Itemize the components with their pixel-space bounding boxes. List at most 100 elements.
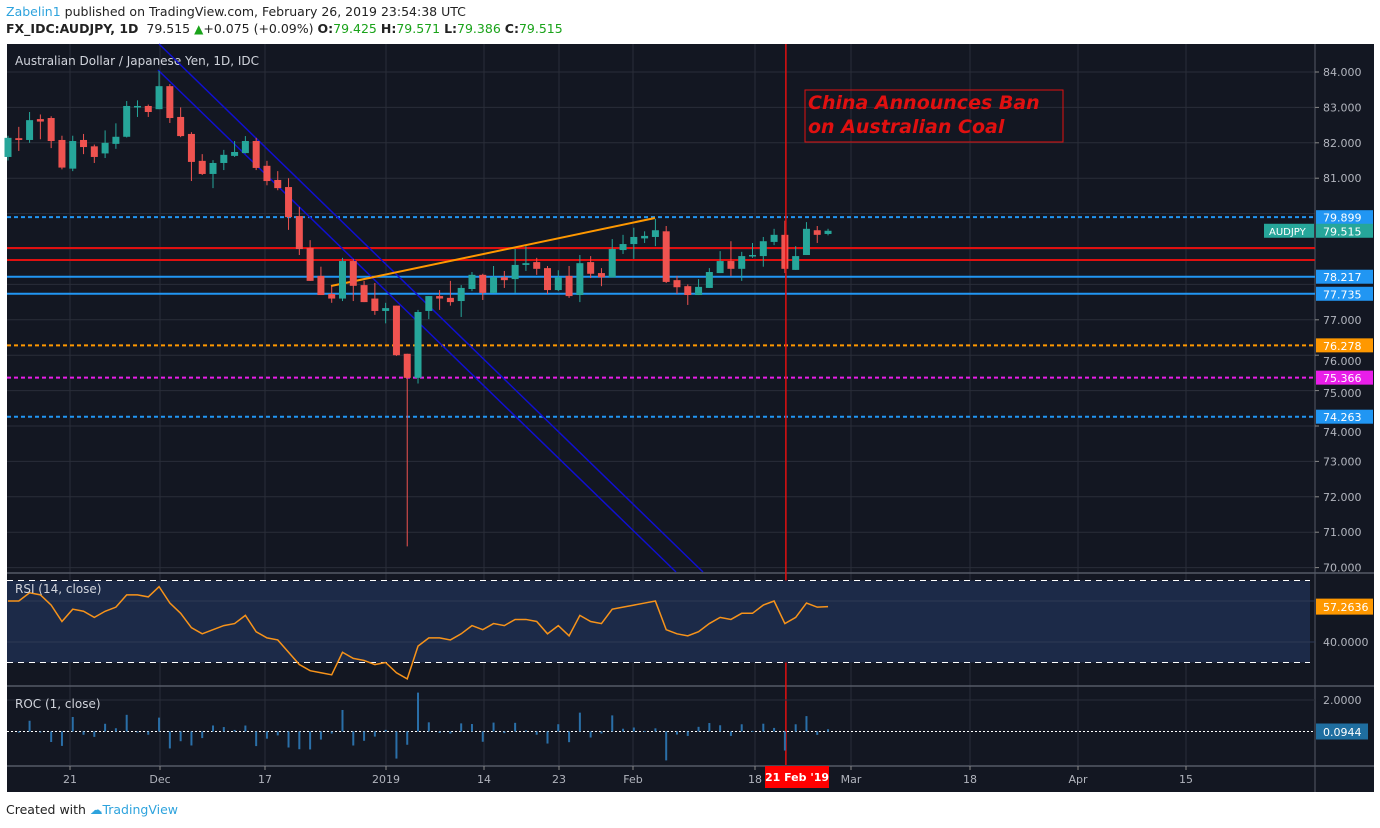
- candle: [554, 270, 562, 292]
- price-axis-label: 81.000: [1323, 172, 1362, 185]
- roc-bar: [125, 714, 128, 732]
- roc-bar: [514, 722, 517, 732]
- roc-bar: [158, 717, 161, 732]
- author-link[interactable]: Zabelin1: [6, 4, 61, 19]
- roc-bar: [168, 731, 171, 749]
- roc-bar: [352, 731, 355, 746]
- roc-bar: [773, 727, 776, 732]
- candle-body: [26, 120, 34, 140]
- roc-title: ROC (1, close): [15, 697, 101, 711]
- candle: [662, 225, 670, 283]
- candle-body: [781, 234, 789, 269]
- candle: [479, 273, 487, 300]
- roc-bar: [309, 731, 312, 750]
- roc-bar: [201, 731, 204, 739]
- time-axis-label: 23: [552, 773, 566, 786]
- candle: [738, 251, 746, 281]
- candle: [705, 268, 713, 288]
- candle-body: [738, 256, 746, 269]
- price-change: +0.075 (+0.09%): [203, 21, 314, 36]
- candle: [15, 126, 23, 151]
- footer: Created with ☁TradingView: [6, 802, 178, 817]
- candle-body: [673, 280, 681, 288]
- candle: [58, 135, 66, 170]
- triangle-up-icon: ▲: [194, 22, 204, 36]
- candle-body: [90, 146, 98, 157]
- roc-bar: [114, 728, 117, 732]
- candle: [576, 255, 584, 303]
- candle: [177, 107, 185, 138]
- time-axis-label: 18: [963, 773, 977, 786]
- candle-body: [274, 179, 282, 189]
- candle: [781, 220, 789, 274]
- roc-bar: [438, 731, 441, 733]
- candle-body: [651, 230, 659, 237]
- price-axis-label: 73.000: [1323, 455, 1362, 468]
- candle: [490, 265, 498, 293]
- roc-bar: [794, 724, 797, 732]
- candle-body: [36, 119, 44, 122]
- candle: [792, 246, 800, 270]
- candle: [123, 101, 131, 138]
- candle: [392, 305, 400, 356]
- roc-bar: [589, 731, 592, 738]
- roc-bar: [665, 731, 668, 761]
- level-price-label: 76.278: [1323, 340, 1362, 353]
- candle-body: [187, 133, 195, 162]
- candle: [90, 144, 98, 163]
- roc-bar: [470, 724, 473, 732]
- candle-body: [587, 262, 595, 274]
- roc-bar: [136, 731, 139, 733]
- last-price-tag: [1316, 223, 1373, 238]
- candle: [317, 266, 325, 296]
- rsi-title: RSI (14, close): [15, 582, 101, 596]
- candle-body: [759, 241, 767, 257]
- candle-body: [414, 312, 422, 378]
- candle: [112, 123, 120, 149]
- candle-body: [263, 165, 271, 182]
- roc-bar: [805, 716, 808, 732]
- candle: [241, 136, 249, 154]
- roc-bar: [417, 692, 420, 732]
- candle-body: [662, 231, 670, 282]
- candle-body: [457, 287, 465, 302]
- time-axis-label: 17: [258, 773, 272, 786]
- roc-bar: [406, 731, 409, 745]
- price-axis-label: 70.000: [1323, 562, 1362, 575]
- high-label: H:: [380, 21, 397, 36]
- candle: [457, 285, 465, 317]
- roc-bar: [503, 731, 506, 734]
- candle: [306, 240, 314, 281]
- candle-body: [123, 105, 131, 137]
- candle: [295, 206, 303, 256]
- candle-body: [436, 296, 444, 299]
- candle-body: [328, 293, 336, 299]
- candle: [403, 353, 411, 547]
- roc-bar: [762, 723, 765, 732]
- candle: [802, 222, 810, 256]
- open-value: 79.425: [333, 21, 377, 36]
- roc-bar: [546, 731, 549, 744]
- candle-body: [155, 86, 163, 110]
- candle: [511, 249, 519, 293]
- price-axis-label: 71.000: [1323, 526, 1362, 539]
- candle-body: [371, 298, 379, 311]
- candle: [166, 84, 174, 123]
- candle-body: [403, 353, 411, 378]
- rsi-band-fill: [7, 580, 1310, 663]
- candle: [533, 257, 541, 275]
- candle: [425, 296, 433, 320]
- time-axis-label: Feb: [623, 773, 642, 786]
- candle-body: [231, 152, 239, 156]
- roc-bar: [341, 709, 344, 732]
- candle-body: [220, 154, 228, 163]
- candle: [727, 241, 735, 276]
- candle-body: [144, 105, 152, 113]
- candle-body: [802, 228, 810, 256]
- candle-body: [382, 308, 390, 311]
- roc-bar: [255, 731, 258, 747]
- tradingview-link[interactable]: TradingView: [102, 802, 178, 817]
- high-value: 79.571: [396, 21, 441, 36]
- level-price-label: 74.263: [1323, 411, 1362, 424]
